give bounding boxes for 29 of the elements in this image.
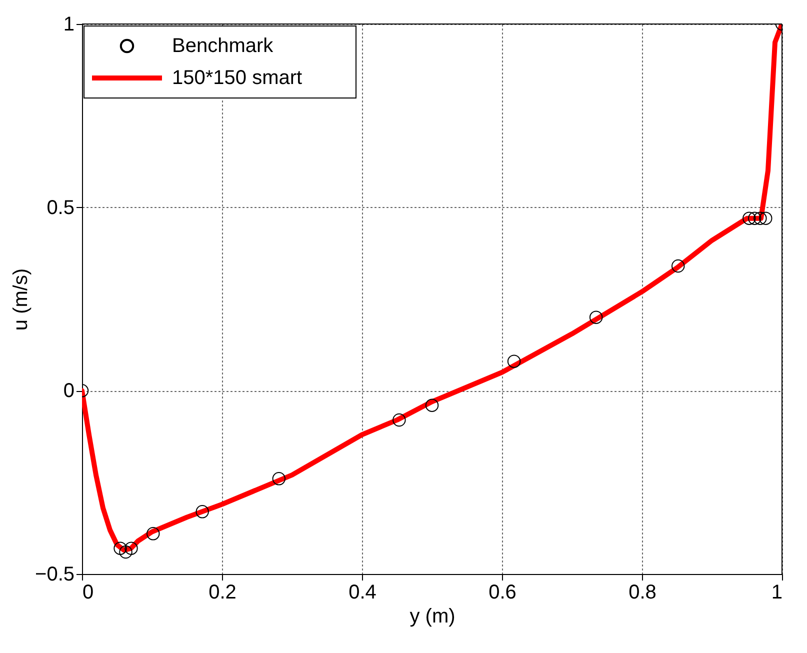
y-tick-label: 0 (63, 380, 74, 402)
x-tick-label: 0.6 (488, 582, 516, 604)
y-tick-label: −0.5 (35, 564, 74, 586)
y-axis-title: u (m/s) (10, 268, 32, 331)
point (742, 212, 756, 225)
point (671, 259, 685, 273)
point (589, 310, 603, 324)
x-tick-label: 0 (82, 582, 94, 604)
point (114, 542, 127, 555)
point (754, 212, 767, 225)
point (507, 354, 521, 368)
x-tick-label: 0.4 (348, 582, 376, 604)
point (748, 212, 762, 225)
legend-label: Benchmark (172, 35, 274, 57)
legend-label: 150*150 smart (172, 67, 303, 89)
point (124, 542, 138, 555)
x-tick-label: 1 (771, 582, 782, 604)
x-tick-label: 0.8 (628, 582, 656, 604)
y-tick-label: 1 (63, 14, 74, 36)
x-tick-label: 0.2 (208, 582, 236, 604)
point (425, 398, 439, 412)
x-axis-title: y (m) (410, 606, 456, 628)
point (196, 505, 209, 518)
point (146, 527, 160, 540)
point (392, 413, 406, 427)
point (272, 472, 286, 486)
point (758, 212, 772, 225)
y-tick-label: 0.5 (46, 196, 74, 219)
point (119, 545, 132, 559)
